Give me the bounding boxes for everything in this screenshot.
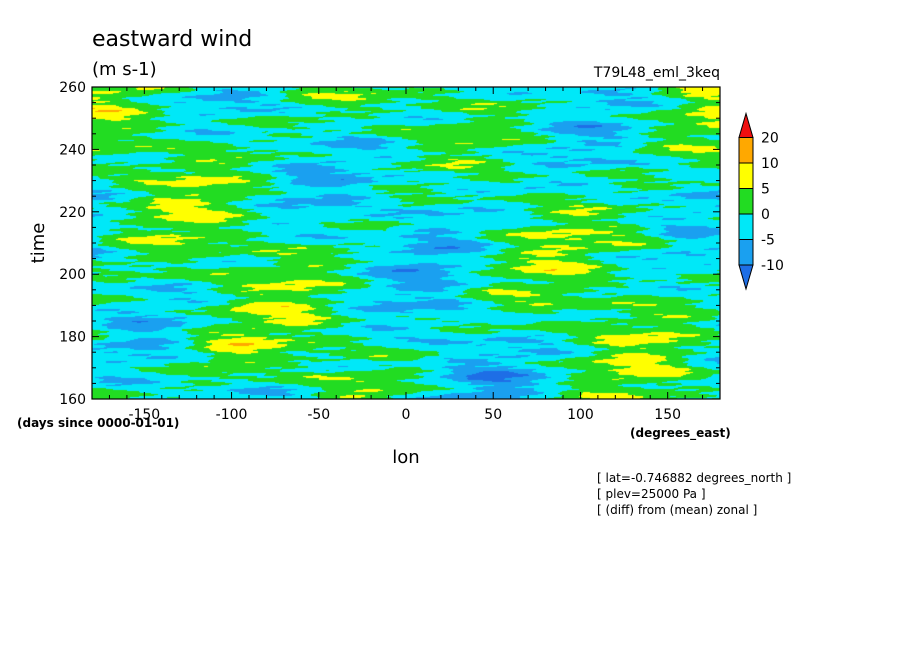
x-axis-ticks: -150 -100 -50 0 50 100 150 [91,87,721,423]
heatmap-field [92,87,720,399]
y-tick-label: 240 [59,142,86,158]
y-axis-units: (days since 0000-01-01) [17,416,179,430]
x-tick-label: -150 [128,407,160,423]
x-tick-label: -100 [216,407,248,423]
x-tick-label: 0 [402,407,411,423]
colorbar-label: 20 [761,131,779,147]
colorbar-swatch [738,239,754,266]
x-tick-label: 150 [654,407,681,423]
run-label: T79L48_eml_3keq [593,65,720,81]
colorbar-label: 5 [761,182,770,198]
y-axis-label: time [28,223,49,264]
colorbar-swatch [738,188,754,215]
colorbar-min-arrow [738,264,754,291]
y-tick-label: 260 [59,80,86,96]
y-axis-ticks: 160 180 200 220 240 260 [59,80,720,408]
colorbar: -10 -5 0 5 10 20 [738,111,784,291]
info-line-lat: [ lat=-0.746882 degrees_north ] [597,471,791,485]
y-tick-label: 160 [59,392,86,408]
x-tick-label: 100 [567,407,594,423]
info-line-plev: [ plev=25000 Pa ] [597,487,706,501]
chart-title: eastward wind [92,27,252,52]
x-axis-label: lon [392,447,419,468]
y-tick-label: 220 [59,205,86,221]
chart-units: (m s-1) [92,59,157,80]
colorbar-swatch [738,137,754,164]
colorbar-label: -5 [761,233,775,249]
x-tick-label: -50 [307,407,330,423]
y-tick-label: 200 [59,267,86,283]
x-axis-units: (degrees_east) [630,426,731,441]
colorbar-swatch [738,213,754,240]
colorbar-label: 0 [761,207,770,223]
colorbar-label: -10 [761,258,784,274]
colorbar-swatch [738,162,754,189]
y-tick-label: 180 [59,330,86,346]
colorbar-label: 10 [761,156,779,172]
heatmap-image [92,87,720,399]
info-line-diff: [ (diff) from (mean) zonal ] [597,503,757,517]
x-tick-label: 50 [484,407,502,423]
